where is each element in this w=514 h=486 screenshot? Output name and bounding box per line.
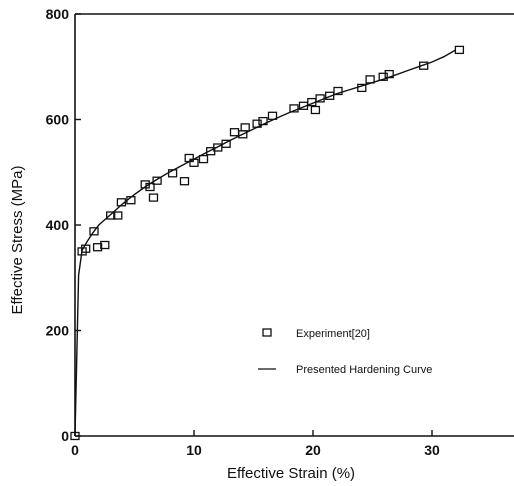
experiment-point [70, 431, 80, 441]
x-tick-label: 30 [424, 442, 440, 458]
y-tick-label: 400 [46, 217, 70, 233]
y-tick-label: 200 [46, 323, 70, 339]
experiment-point [419, 61, 429, 70]
y-tick-label: 800 [46, 6, 70, 22]
experiment-point [325, 91, 335, 100]
plot-frame [74, 13, 514, 437]
experiment-point [126, 196, 136, 205]
experiment-points-layer [70, 45, 465, 441]
experiment-point [289, 104, 299, 113]
experiment-point [357, 83, 367, 93]
x-tick-label: 0 [71, 442, 79, 458]
y-ticks: 0 200 400 600 800 [46, 6, 81, 444]
x-axis-title: Effective Strain (%) [227, 465, 355, 482]
y-tick-label: 0 [61, 428, 69, 444]
experiment-point [189, 158, 199, 167]
experiment-point [116, 198, 127, 207]
experiment-point [454, 45, 465, 55]
experiment-point [365, 75, 375, 84]
experiment-point [240, 123, 250, 132]
x-tick-label: 10 [186, 442, 202, 458]
experiment-point [113, 211, 123, 220]
experiment-point [152, 176, 162, 185]
experiment-point [179, 177, 190, 186]
experiment-point [145, 182, 155, 192]
experiment-point [310, 105, 321, 115]
experiment-point [100, 240, 110, 250]
experiment-point [229, 128, 240, 137]
experiment-point [167, 169, 178, 178]
experiment-point [258, 116, 268, 126]
experiment-point [198, 154, 209, 164]
experiment-point [92, 243, 103, 252]
experiment-point [184, 153, 194, 163]
experiment-point [333, 86, 343, 96]
legend-curve-label: Presented Hardening Curve [296, 364, 432, 376]
experiment-point [252, 119, 262, 128]
x-tick-label: 20 [305, 442, 321, 458]
hardening-curve-layer [74, 49, 457, 437]
y-tick-label: 600 [46, 112, 70, 128]
experiment-point [106, 211, 116, 220]
experiment-point [81, 244, 91, 253]
experiment-point [221, 139, 231, 148]
experiment-point [267, 111, 278, 120]
hardening-curve-line [74, 49, 457, 437]
legend-experiment-label: Experiment[20] [296, 328, 370, 340]
experiment-point [89, 227, 99, 236]
experiment-point [384, 69, 394, 79]
legend: Experiment[20] Presented Hardening Curve [258, 328, 432, 376]
y-axis-title: Effective Stress (MPa) [9, 166, 26, 315]
experiment-point [148, 193, 159, 202]
legend-square-marker [262, 328, 272, 337]
x-ticks: 0 10 20 30 [71, 430, 440, 458]
experiment-point [315, 94, 325, 103]
experiment-point [140, 180, 150, 189]
experiment-point [378, 72, 388, 81]
